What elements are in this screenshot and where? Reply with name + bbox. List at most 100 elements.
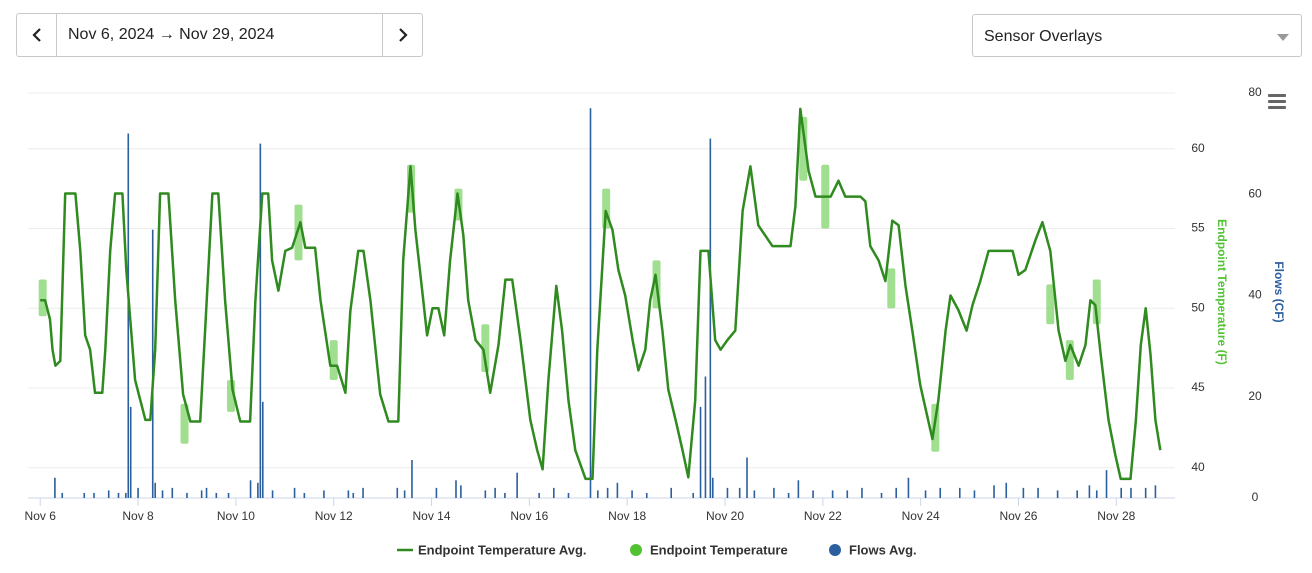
flow-bar [704, 376, 707, 498]
chevron-left-icon [31, 28, 41, 42]
flow-bar [257, 482, 259, 498]
flow-bar [1022, 487, 1025, 498]
flow-bar [787, 492, 790, 498]
flow-bar [161, 490, 164, 498]
menu-icon-bar [1268, 94, 1286, 97]
prev-button[interactable] [17, 14, 57, 56]
legend-label: Endpoint Temperature Avg. [418, 542, 587, 557]
flow-bar [1130, 487, 1132, 498]
y2-tick-label: 80 [1248, 85, 1262, 99]
flow-bar [567, 492, 570, 498]
flow-bar [1144, 487, 1147, 498]
temperature-range [887, 268, 896, 309]
flow-bar [61, 492, 64, 498]
flow-bar [1120, 487, 1122, 498]
flow-bar [746, 457, 748, 498]
flow-bar [1105, 470, 1108, 498]
flow-bar [1076, 490, 1078, 498]
flow-bar [516, 472, 518, 498]
flow-bar [271, 490, 274, 498]
temperature-range [1046, 284, 1055, 325]
flow-bar [411, 460, 413, 498]
y-tick-label: 45 [1191, 380, 1205, 394]
y-tick-label: 40 [1191, 460, 1205, 474]
flow-bar [396, 487, 399, 498]
flow-bar [303, 492, 306, 498]
flow-bar [773, 487, 775, 498]
chevron-right-icon [398, 28, 408, 42]
flow-bar [127, 133, 130, 498]
next-button[interactable] [382, 14, 422, 56]
flow-bar [261, 401, 264, 498]
caret-icon [1277, 34, 1289, 41]
x-tick-label: Nov 18 [608, 509, 646, 523]
flow-bar [895, 487, 897, 498]
x-tick-label: Nov 26 [999, 509, 1037, 523]
flow-bar [1154, 485, 1157, 498]
flow-bar [553, 487, 555, 498]
y-axis-title: Endpoint Temperature (F) [1215, 219, 1229, 365]
flow-bar [504, 492, 506, 498]
y2-tick-label: 20 [1248, 389, 1262, 403]
menu-icon-bar [1268, 106, 1286, 109]
flow-bar [726, 487, 729, 498]
flow-bar [352, 492, 355, 498]
flow-bar [259, 143, 262, 498]
flow-bar [589, 108, 592, 498]
flow-bar [484, 490, 487, 498]
flow-bar [797, 480, 800, 498]
flow-bar [125, 492, 127, 498]
flow-bar [205, 487, 208, 498]
flow-bar [880, 492, 883, 498]
flow-bar [606, 487, 609, 498]
flow-bar [249, 480, 252, 498]
date-range-text[interactable]: Nov 6, 2024 → Nov 29, 2024 [68, 26, 275, 43]
x-tick-label: Nov 14 [413, 509, 451, 523]
flow-bar [403, 490, 406, 498]
flow-bar [993, 485, 995, 498]
flow-bar [186, 492, 188, 498]
flow-bar [323, 490, 325, 498]
overlay-dropdown[interactable]: Sensor Overlays [972, 14, 1302, 57]
flow-bar [154, 482, 156, 498]
legend-swatch [829, 544, 841, 556]
x-tick-label: Nov 20 [706, 509, 744, 523]
flow-bar [227, 492, 230, 498]
flow-bar [460, 485, 462, 498]
flow-bar [958, 487, 961, 498]
x-tick-label: Nov 10 [217, 509, 255, 523]
flow-bar [709, 138, 712, 498]
x-tick-label: Nov 8 [122, 509, 154, 523]
x-tick-label: Nov 12 [315, 509, 353, 523]
flow-bar [54, 477, 56, 498]
flow-bar [455, 480, 457, 498]
flow-bar [711, 477, 714, 498]
flow-bar [129, 406, 132, 498]
y2-tick-label: 60 [1248, 186, 1262, 200]
temperature-range [180, 403, 189, 444]
flow-bar [1088, 485, 1091, 498]
x-tick-label: Nov 16 [510, 509, 548, 523]
temperature-range [1092, 279, 1101, 325]
flow-bar [293, 487, 296, 498]
y2-tick-label: 0 [1252, 490, 1259, 504]
legend-label: Flows Avg. [849, 542, 917, 557]
flow-bar [538, 492, 540, 498]
flow-bar [200, 490, 203, 498]
flow-bar [171, 487, 174, 498]
flow-bar [1095, 490, 1098, 498]
flow-bar [83, 492, 86, 498]
flow-bar [435, 487, 438, 498]
temperature-range [294, 204, 303, 261]
temperature-range [481, 324, 490, 373]
flow-bar [1005, 482, 1008, 498]
flow-bar [362, 487, 364, 498]
flow-bar [631, 490, 633, 498]
flow-bar [215, 492, 218, 498]
flow-bar [347, 490, 350, 498]
x-tick-label: Nov 24 [902, 509, 940, 523]
flow-bar [907, 477, 910, 498]
flow-bar [151, 229, 154, 498]
